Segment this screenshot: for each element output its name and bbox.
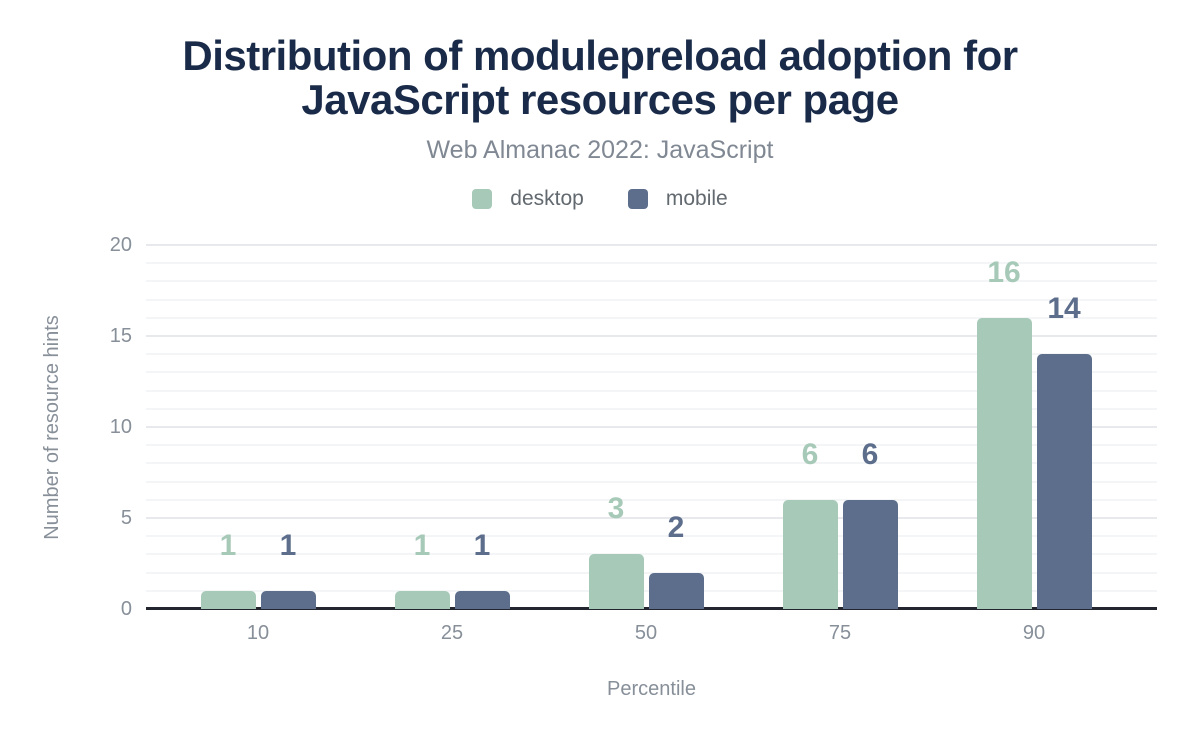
gridline-minor bbox=[146, 553, 1157, 556]
x-axis-title: Percentile bbox=[607, 678, 696, 700]
gridline-minor bbox=[146, 535, 1157, 538]
gridline-minor bbox=[146, 298, 1157, 301]
plot-area: 1 1 1 1 3 2 6 6 16 14 bbox=[146, 244, 1157, 610]
gridline-minor bbox=[146, 480, 1157, 483]
bar-value-label-mobile-10: 1 bbox=[279, 528, 297, 562]
x-tick-label: 75 bbox=[828, 622, 852, 644]
x-tick-label: 90 bbox=[1022, 622, 1046, 644]
legend-item-mobile: mobile bbox=[627, 187, 728, 211]
legend-item-desktop: desktop bbox=[472, 187, 584, 211]
gridline-major bbox=[146, 426, 1157, 428]
bar-value-label-desktop-50: 3 bbox=[607, 492, 625, 526]
gridline-minor bbox=[146, 262, 1157, 265]
gridline-minor bbox=[146, 280, 1157, 283]
x-tick-label: 25 bbox=[440, 622, 464, 644]
bar-desktop-25[interactable] bbox=[394, 590, 450, 609]
legend: desktop mobile bbox=[0, 187, 1200, 211]
bar-mobile-10[interactable] bbox=[260, 590, 316, 609]
bar-value-label-mobile-25: 1 bbox=[473, 528, 491, 562]
gridline-major bbox=[146, 244, 1157, 246]
gridline-minor bbox=[146, 316, 1157, 319]
gridline-major bbox=[146, 335, 1157, 337]
bar-value-label-desktop-10: 1 bbox=[219, 528, 237, 562]
gridline-minor bbox=[146, 462, 1157, 465]
gridline-minor bbox=[146, 371, 1157, 374]
gridline-minor bbox=[146, 389, 1157, 392]
bar-mobile-25[interactable] bbox=[454, 590, 510, 609]
chart-title-line2: JavaScript resources per page bbox=[301, 76, 899, 124]
y-tick-label: 15 bbox=[109, 325, 132, 347]
bar-value-label-desktop-90: 16 bbox=[987, 255, 1021, 289]
gridline-major bbox=[146, 517, 1157, 519]
y-tick-label: 5 bbox=[120, 507, 132, 529]
bar-value-label-mobile-50: 2 bbox=[667, 510, 685, 544]
bar-mobile-50[interactable] bbox=[648, 572, 704, 609]
bar-desktop-50[interactable] bbox=[588, 554, 644, 609]
gridline-minor bbox=[146, 498, 1157, 501]
chart-subtitle: Web Almanac 2022: JavaScript bbox=[426, 136, 774, 165]
legend-swatch-mobile bbox=[627, 189, 648, 210]
legend-label-desktop: desktop bbox=[510, 187, 584, 211]
bar-value-label-mobile-75: 6 bbox=[861, 437, 879, 471]
gridline-minor bbox=[146, 444, 1157, 447]
gridline-minor bbox=[146, 353, 1157, 356]
bar-value-label-desktop-75: 6 bbox=[801, 437, 819, 471]
chart-title: Distribution of modulepreload adoption f… bbox=[0, 0, 1200, 122]
bar-mobile-90[interactable] bbox=[1036, 354, 1092, 609]
y-axis-title-text: Number of resource hints bbox=[41, 314, 64, 540]
y-tick-label: 10 bbox=[109, 416, 132, 438]
legend-swatch-desktop bbox=[472, 189, 493, 210]
x-tick-label: 50 bbox=[634, 622, 658, 644]
bar-value-label-desktop-25: 1 bbox=[413, 528, 431, 562]
chart-title-line1: Distribution of modulepreload adoption f… bbox=[182, 32, 1018, 79]
gridline-minor bbox=[146, 407, 1157, 410]
x-tick-label: 10 bbox=[246, 622, 270, 644]
bar-desktop-10[interactable] bbox=[200, 590, 256, 609]
y-tick-label: 20 bbox=[109, 234, 132, 256]
bar-desktop-90[interactable] bbox=[976, 317, 1032, 609]
legend-label-mobile: mobile bbox=[665, 187, 728, 211]
bar-mobile-75[interactable] bbox=[842, 499, 898, 609]
bar-value-label-mobile-90: 14 bbox=[1047, 292, 1081, 326]
bar-desktop-75[interactable] bbox=[782, 499, 838, 609]
y-tick-label: 0 bbox=[120, 598, 132, 620]
